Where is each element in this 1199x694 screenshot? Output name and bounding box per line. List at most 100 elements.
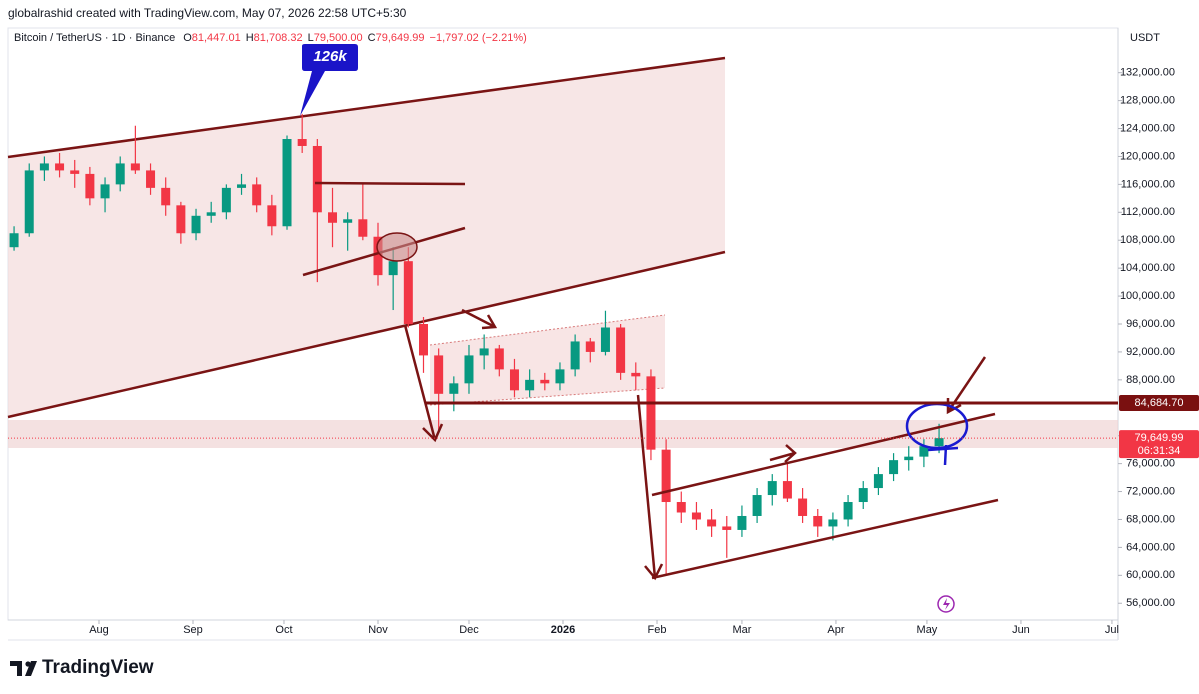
y-tick-label: 100,000.00 bbox=[1120, 290, 1175, 302]
countdown: 06:31:34 bbox=[1138, 445, 1181, 457]
last-price-badge bbox=[1119, 430, 1199, 459]
candle-body bbox=[676, 502, 686, 513]
candle-body bbox=[267, 205, 277, 227]
candle-body bbox=[631, 372, 641, 377]
candle-body bbox=[464, 355, 474, 384]
y-tick-label: 60,000.00 bbox=[1126, 569, 1175, 581]
candle-body bbox=[358, 219, 368, 237]
candle-body bbox=[100, 184, 110, 199]
candle-body bbox=[707, 519, 717, 527]
candle-body bbox=[798, 498, 808, 516]
lower-channel-top bbox=[651, 412, 996, 497]
ohlc-key: C bbox=[368, 32, 376, 44]
candle-body bbox=[130, 163, 140, 171]
candle-body bbox=[555, 369, 565, 384]
y-tick-label: 68,000.00 bbox=[1126, 513, 1175, 525]
candle-body bbox=[297, 139, 307, 146]
candle-body bbox=[525, 379, 535, 391]
candle-body bbox=[858, 488, 868, 503]
candle-body bbox=[191, 215, 201, 234]
y-tick-label: 132,000.00 bbox=[1120, 67, 1175, 79]
x-tick-label: Jul bbox=[1105, 624, 1119, 636]
ohlc-key: O bbox=[183, 32, 192, 44]
candle-body bbox=[661, 449, 671, 503]
arrow bbox=[403, 324, 444, 443]
candle-body bbox=[282, 139, 292, 227]
ohlc-value: 79,500.00 bbox=[314, 32, 363, 44]
logo-dot bbox=[25, 661, 31, 667]
candle-body bbox=[115, 163, 125, 185]
range-bottom bbox=[429, 387, 666, 406]
candle-body bbox=[585, 341, 595, 352]
candle-body bbox=[934, 438, 944, 447]
channel-fill bbox=[8, 58, 725, 417]
candle-body bbox=[752, 495, 762, 516]
candle-body bbox=[373, 236, 383, 276]
y-tick-label: 92,000.00 bbox=[1126, 346, 1175, 358]
candle-body bbox=[479, 348, 489, 356]
candle-body bbox=[873, 474, 883, 489]
candle-body bbox=[221, 187, 231, 213]
candle-body bbox=[570, 341, 580, 370]
candle-body bbox=[206, 212, 216, 216]
x-tick-label: Dec bbox=[459, 624, 479, 636]
event-icon[interactable] bbox=[937, 595, 955, 613]
y-tick-label: 116,000.00 bbox=[1121, 178, 1175, 190]
x-tick-label: Oct bbox=[275, 624, 292, 636]
y-tick-label: 76,000.00 bbox=[1126, 458, 1175, 470]
candle-body bbox=[919, 446, 929, 457]
y-tick-label: 124,000.00 bbox=[1120, 122, 1175, 134]
candle-body bbox=[343, 219, 353, 223]
candle-body bbox=[85, 173, 95, 199]
candle-body bbox=[252, 184, 262, 206]
candle-body bbox=[388, 261, 398, 276]
y-tick-label: 104,000.00 bbox=[1120, 262, 1175, 274]
event-bolt bbox=[943, 598, 950, 610]
candle-body bbox=[722, 526, 732, 530]
callout-text: 126k bbox=[313, 48, 347, 65]
y-tick-label: 56,000.00 bbox=[1126, 597, 1175, 609]
candle-body bbox=[24, 170, 34, 234]
y-tick-label: 108,000.00 bbox=[1120, 234, 1175, 246]
candle-body bbox=[782, 481, 792, 499]
candle-body bbox=[55, 163, 65, 171]
candle-body bbox=[509, 369, 519, 391]
candle-body bbox=[813, 515, 823, 527]
candle-body bbox=[843, 502, 853, 520]
candle-body bbox=[889, 460, 899, 475]
candle-body bbox=[312, 145, 322, 213]
last-price-label: 79,649.99 bbox=[1135, 432, 1184, 444]
x-tick-label: Apr bbox=[827, 624, 844, 636]
x-tick-label: 2026 bbox=[551, 624, 575, 636]
candle-body bbox=[237, 184, 247, 188]
logo bbox=[10, 661, 37, 676]
candle-body bbox=[161, 187, 171, 206]
resistance-line bbox=[314, 181, 466, 186]
y-tick-label: 88,000.00 bbox=[1126, 374, 1175, 386]
change: −1,797.02 (−2.21%) bbox=[430, 32, 527, 44]
x-tick-label: May bbox=[917, 624, 938, 636]
y-tick-label: 120,000.00 bbox=[1120, 150, 1175, 162]
price-line-label: 84,684.70 bbox=[1135, 397, 1184, 409]
channel-top bbox=[7, 56, 726, 159]
candle-body bbox=[39, 163, 49, 171]
candle-body bbox=[146, 170, 156, 188]
price-line-badge bbox=[1119, 394, 1199, 411]
x-tick-label: Mar bbox=[732, 624, 751, 636]
candle-body bbox=[767, 481, 777, 496]
candle-body bbox=[828, 519, 838, 527]
candle-body bbox=[616, 327, 626, 373]
ohlc-key: L bbox=[308, 32, 314, 44]
candle-body bbox=[418, 324, 428, 356]
ohlc-value: 81,708.32 bbox=[254, 32, 303, 44]
y-tick-label: 112,000.00 bbox=[1121, 206, 1175, 218]
candle-body bbox=[176, 205, 186, 234]
x-tick-label: Jun bbox=[1012, 624, 1030, 636]
x-tick-label: Aug bbox=[89, 624, 109, 636]
candle-body bbox=[737, 515, 747, 530]
brand: TradingView bbox=[42, 657, 154, 678]
y-tick-label: 64,000.00 bbox=[1126, 541, 1175, 553]
candle-body bbox=[691, 512, 701, 520]
credit: globalrashid created with TradingView.co… bbox=[8, 6, 407, 20]
symbol: Bitcoin / TetherUS · 1D · Binance bbox=[14, 32, 175, 44]
